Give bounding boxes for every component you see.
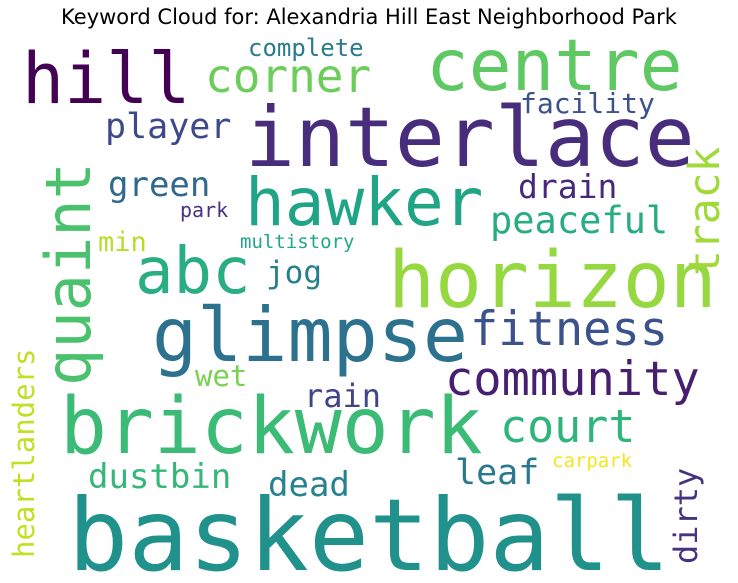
- word-centre: centre: [426, 36, 683, 107]
- word-interlace: interlace: [245, 89, 695, 186]
- word-abc: abc: [135, 235, 251, 309]
- word-wet: wet: [195, 359, 248, 393]
- word-facility: facility: [520, 87, 655, 120]
- word-hill: hill: [22, 38, 191, 120]
- word-min: min: [98, 227, 147, 258]
- word-player: player: [105, 107, 232, 147]
- word-cloud: basketball interlace horizon brickwork glimp…: [0, 36, 738, 578]
- word-corner: corner: [205, 49, 372, 103]
- word-dirty: dirty: [667, 467, 705, 564]
- word-track: track: [680, 146, 730, 276]
- word-dustbin: dustbin: [88, 457, 232, 497]
- word-jog: jog: [266, 255, 322, 291]
- word-multistory: multistory: [240, 231, 355, 253]
- word-carpark: carpark: [552, 450, 633, 472]
- word-peaceful: peaceful: [490, 199, 669, 242]
- word-basketball: basketball: [68, 477, 671, 579]
- word-quaint: quaint: [32, 162, 105, 386]
- chart-title: Keyword Cloud for: Alexandria Hill East …: [61, 5, 677, 29]
- word-dead: dead: [268, 465, 350, 505]
- word-complete: complete: [248, 36, 364, 62]
- word-court: court: [500, 400, 636, 453]
- word-community: community: [445, 352, 700, 407]
- word-horizon: horizon: [388, 236, 717, 326]
- word-fitness: fitness: [470, 302, 669, 357]
- word-leaf: leaf: [455, 453, 540, 493]
- word-brickwork: brickwork: [60, 382, 483, 472]
- word-drain: drain: [518, 167, 618, 206]
- word-park: park: [180, 198, 229, 222]
- word-heartlanders: heartlanders: [7, 348, 41, 558]
- word-hawker: hawker: [245, 164, 484, 241]
- word-glimpse: glimpse: [152, 291, 469, 379]
- word-rain: rain: [304, 377, 382, 415]
- word-green: green: [108, 165, 211, 205]
